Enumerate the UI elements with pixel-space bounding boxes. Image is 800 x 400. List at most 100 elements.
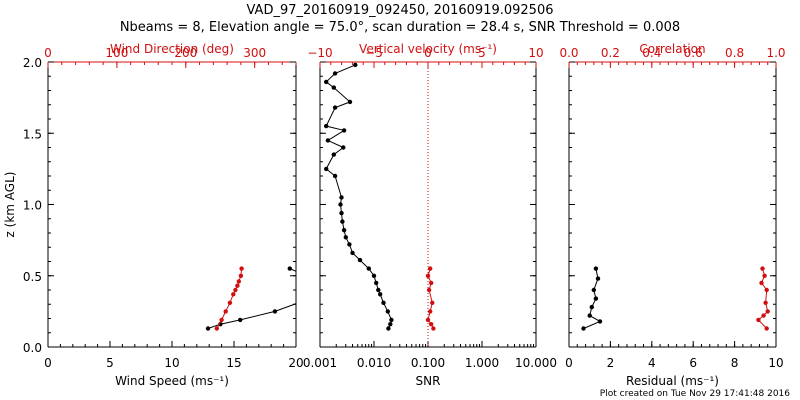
x-tick-label-top: 5 xyxy=(478,46,486,60)
data-point xyxy=(347,242,352,247)
series-line xyxy=(325,64,392,329)
data-point xyxy=(388,322,393,327)
y-axis-label: z (km AGL) xyxy=(3,172,17,238)
panel-snr: 0.001 0.010 0.100 1.000 10.000 −10 −5 0 5 10 SNR Ve… xyxy=(303,42,557,388)
x-tick-label-top: 0.6 xyxy=(684,46,703,60)
data-point xyxy=(331,152,336,157)
x-tick-label-bottom: 20 xyxy=(288,356,303,370)
panel-residual: 0 2 4 6 8 10 0.0 0.2 0.4 0.6 0.8 1.0 Residual (ms⁻¹)… xyxy=(559,42,785,388)
series-0 xyxy=(324,62,394,331)
data-point xyxy=(233,287,238,293)
data-point xyxy=(223,309,228,314)
x-tick-label-top: 200 xyxy=(174,46,197,60)
x-axis-label-bottom: SNR xyxy=(416,374,441,388)
x-tick-label-top: 0 xyxy=(44,46,52,60)
x-tick-label-bottom: 10.000 xyxy=(515,356,557,370)
x-tick-label-top: 300 xyxy=(243,46,266,60)
data-point xyxy=(426,287,432,293)
x-axis-label-top: Vertical velocity (ms⁻¹) xyxy=(359,42,497,56)
data-point xyxy=(765,309,770,314)
x-tick-label-top: −10 xyxy=(307,46,332,60)
data-point xyxy=(385,309,390,314)
data-point xyxy=(339,210,344,216)
data-point xyxy=(231,292,236,297)
data-point xyxy=(343,235,348,240)
data-point xyxy=(272,309,278,314)
x-tick-label-bottom: 0 xyxy=(565,356,573,370)
data-point xyxy=(762,273,767,278)
x-tick-label-top: 1.0 xyxy=(766,46,785,60)
data-point xyxy=(341,228,347,233)
data-point xyxy=(214,326,219,331)
data-point xyxy=(324,123,329,129)
series-2 xyxy=(214,266,244,331)
x-tick-label-top: −5 xyxy=(365,46,383,60)
data-point xyxy=(587,313,592,318)
data-point xyxy=(597,319,603,324)
data-point xyxy=(764,326,769,331)
data-point xyxy=(325,138,331,143)
data-point xyxy=(376,287,381,293)
data-point xyxy=(429,280,434,286)
data-point xyxy=(430,300,435,305)
x-tick-label-bottom: 6 xyxy=(689,356,697,370)
data-point xyxy=(236,279,241,284)
y-tick-label: 1.0 xyxy=(23,199,42,213)
x-axis-label-top: Correlation xyxy=(639,42,705,56)
data-point xyxy=(338,202,343,207)
x-tick-label-bottom: 4 xyxy=(648,356,656,370)
data-point xyxy=(761,313,766,318)
data-point xyxy=(341,128,347,133)
data-point xyxy=(296,301,300,305)
data-point xyxy=(756,317,761,323)
data-point xyxy=(235,283,240,288)
data-point xyxy=(429,322,434,327)
data-point xyxy=(331,85,336,90)
x-tick-label-top: 0.0 xyxy=(559,46,578,60)
y-tick-label: 0.5 xyxy=(23,270,42,284)
data-point xyxy=(324,166,329,172)
data-point xyxy=(357,257,363,263)
data-point xyxy=(760,266,765,271)
data-point xyxy=(339,195,344,200)
data-point xyxy=(371,273,377,278)
y-tick-label: 1.5 xyxy=(23,127,42,141)
data-point xyxy=(591,287,596,293)
x-axis-label-top: Wind Direction (deg) xyxy=(110,42,234,56)
data-point xyxy=(763,300,768,305)
data-point xyxy=(205,326,211,331)
data-point xyxy=(374,280,379,286)
data-point xyxy=(428,309,433,314)
data-point xyxy=(350,250,355,256)
x-tick-label-bottom: 10 xyxy=(164,356,179,370)
series-1 xyxy=(756,266,770,331)
figure-title-line2: Nbeams = 8, Elevation angle = 75.0°, sca… xyxy=(120,20,680,35)
y-tick-label: 0.0 xyxy=(23,341,42,355)
series-line xyxy=(216,268,243,329)
data-point xyxy=(366,266,371,271)
data-point xyxy=(425,273,431,278)
series-0 xyxy=(205,301,300,331)
data-point xyxy=(340,219,345,224)
x-tick-label-bottom: 0.100 xyxy=(411,356,445,370)
figure-title-line1: VAD_97_20160919_092450, 20160919.092506 xyxy=(247,3,554,18)
x-tick-label-top: 0.2 xyxy=(601,46,620,60)
x-tick-label-bottom: 10 xyxy=(768,356,783,370)
data-point xyxy=(428,266,433,271)
series-1 xyxy=(287,266,296,272)
x-tick-label-bottom: 5 xyxy=(106,356,114,370)
data-point xyxy=(332,105,338,110)
x-tick-label-bottom: 8 xyxy=(731,356,739,370)
data-point xyxy=(764,287,769,293)
data-point xyxy=(324,79,329,85)
series-1 xyxy=(425,266,436,331)
data-point xyxy=(593,296,599,301)
data-point xyxy=(332,173,338,179)
data-point xyxy=(581,326,586,331)
x-tick-label-bottom: 0.001 xyxy=(303,356,337,370)
data-point xyxy=(227,300,233,305)
y-tick-label: 2.0 xyxy=(23,56,42,70)
x-axis-label-bottom: Residual (ms⁻¹) xyxy=(626,374,719,388)
